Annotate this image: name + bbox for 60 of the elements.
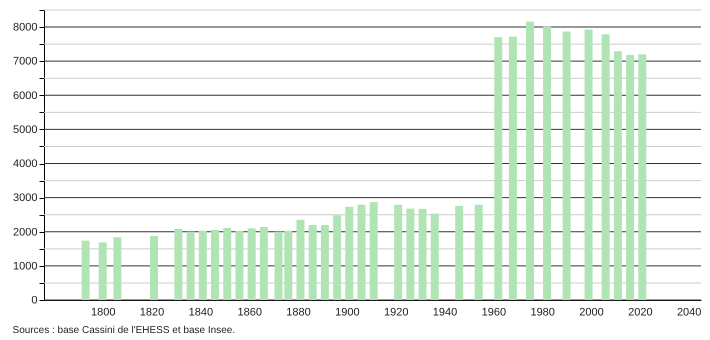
bar [82,240,90,300]
bar [584,29,593,300]
y-tick-label: 0 [31,294,38,306]
bar [284,230,292,300]
x-tick-label: 1880 [286,306,311,318]
bar [430,214,439,300]
bar [455,206,464,300]
bar [186,232,195,300]
x-tick-label: 1900 [335,306,360,318]
bar [494,36,502,300]
y-tick-label: 2000 [13,226,38,238]
bar [308,224,317,300]
source-note: Sources : base Cassini de l'EHESS et base Insee. [12,325,236,336]
bar [211,230,220,300]
bar [345,206,354,300]
bar [474,204,483,300]
bar [638,54,646,300]
y-tick-label: 1000 [13,260,38,272]
y-tick-label: 8000 [13,22,38,34]
bar [274,232,282,300]
y-tick-label: 6000 [13,90,38,102]
bar [150,236,158,300]
x-tick-label: 1960 [482,306,506,318]
bar [248,228,256,300]
bar [562,31,571,300]
y-tick-label: 3000 [13,192,38,204]
bar [394,204,402,300]
x-tick-label: 1820 [140,306,164,318]
x-tick-label: 2000 [579,306,604,318]
bar [320,224,329,300]
bar [260,226,268,300]
x-tick-label: 2040 [676,306,702,318]
bar [602,34,610,300]
bar [418,208,427,300]
bar [543,26,552,300]
x-tick-label: 1840 [188,306,214,318]
bar [626,55,634,300]
bar [358,204,366,300]
y-tick-label: 5000 [13,124,38,136]
bar [198,230,207,300]
x-tick-label: 2020 [628,306,653,318]
x-tick-label: 1800 [90,306,116,318]
bar [223,228,232,300]
x-tick-label: 1860 [237,306,262,318]
bar [406,208,414,300]
x-tick-label: 1980 [530,306,555,318]
y-tick-label: 4000 [13,158,38,170]
bar [508,36,517,300]
bar [526,22,534,300]
bar [98,242,107,300]
bar [333,215,342,300]
bar [370,202,378,300]
bar [113,237,122,300]
x-tick-label: 1940 [432,306,458,318]
y-tick-label: 7000 [13,56,38,68]
bar [235,231,244,300]
bar [614,51,622,300]
bar [174,229,182,300]
x-tick-label: 1920 [384,306,408,318]
bar [296,220,304,300]
